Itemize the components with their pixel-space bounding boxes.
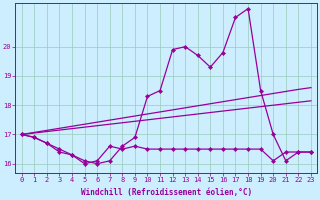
- X-axis label: Windchill (Refroidissement éolien,°C): Windchill (Refroidissement éolien,°C): [81, 188, 252, 197]
